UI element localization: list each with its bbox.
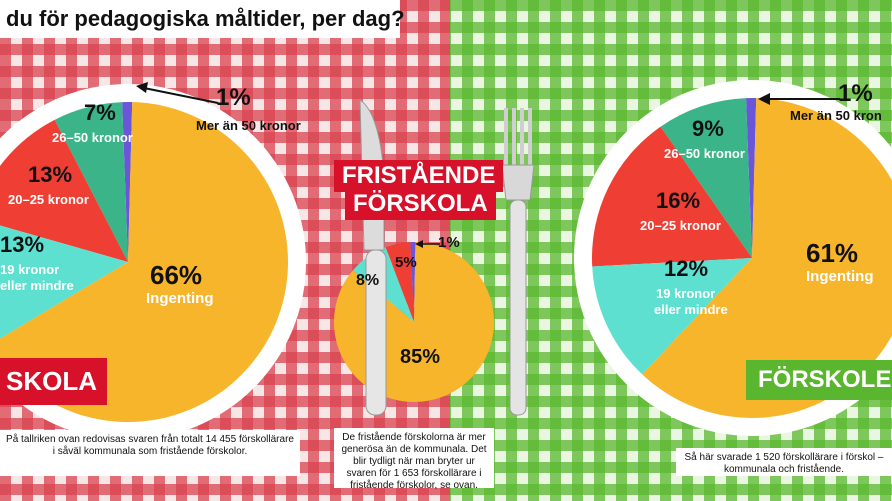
right-slice-s20-25 bbox=[592, 126, 752, 267]
left-slice-none bbox=[0, 102, 288, 422]
right-none-text: Ingenting bbox=[806, 268, 874, 285]
right-19-text-1: 19 kronor bbox=[656, 286, 716, 301]
left-slice-s19 bbox=[0, 225, 128, 339]
right-26-50-pct: 9% bbox=[692, 116, 724, 141]
right-over50-pct: 1% bbox=[838, 80, 873, 107]
middle-slice-over50 bbox=[410, 242, 416, 322]
arrow-head-middle bbox=[415, 240, 423, 248]
note-middle: De fristående förskolorna är mer generös… bbox=[334, 428, 494, 491]
left-slice-s26-50 bbox=[54, 102, 128, 263]
left-26-50-pct: 7% bbox=[84, 100, 116, 125]
right-26-50-text: 26–50 kronor bbox=[664, 146, 745, 161]
middle-8-pct: 8% bbox=[356, 272, 380, 289]
right-slice-s19 bbox=[592, 258, 752, 375]
pie-right bbox=[592, 97, 892, 418]
middle-5-pct: 5% bbox=[395, 254, 417, 271]
right-slice-over50 bbox=[746, 97, 757, 258]
title-bar: du för pedagogiska måltider, per dag? bbox=[0, 0, 405, 38]
left-tag: SKOLA bbox=[0, 358, 107, 405]
left-26-50-text: 26–50 kronor bbox=[52, 130, 133, 145]
pie-left bbox=[0, 102, 288, 422]
middle-slice-s20-25 bbox=[385, 242, 414, 322]
right-20-25-pct: 16% bbox=[656, 188, 701, 213]
middle-85-pct: 85% bbox=[400, 346, 441, 368]
right-19-text-2: eller mindre bbox=[654, 302, 728, 317]
left-19-text-1: 19 kronor bbox=[0, 262, 60, 277]
arrow-head-right bbox=[758, 93, 770, 105]
left-slice-s20-25 bbox=[0, 119, 128, 262]
left-none-pct: 66% bbox=[150, 260, 203, 290]
right-over50-text: Mer än 50 kron bbox=[790, 108, 882, 123]
left-over50-pct: 1% bbox=[216, 84, 251, 111]
middle-1-pct: 1% bbox=[438, 234, 460, 251]
left-slice-over50 bbox=[122, 102, 133, 263]
arrow-left bbox=[143, 87, 219, 104]
left-none-text: Ingenting bbox=[146, 290, 214, 307]
note-left: På tallriken ovan redovisas svaren från … bbox=[0, 430, 300, 476]
right-slice-s26-50 bbox=[660, 98, 752, 259]
fork-icon bbox=[501, 108, 535, 416]
left-over50-text: Mer än 50 kronor bbox=[196, 118, 301, 133]
left-19-text-2: eller mindre bbox=[0, 278, 74, 293]
middle-heading-1: FRISTÅENDE bbox=[334, 160, 504, 192]
right-19-pct: 12% bbox=[664, 256, 709, 281]
middle-heading-2: FÖRSKOLA bbox=[345, 188, 496, 220]
left-20-25-pct: 13% bbox=[28, 162, 73, 187]
page-title: du för pedagogiska måltider, per dag? bbox=[6, 6, 405, 31]
left-20-25-text: 20–25 kronor bbox=[8, 192, 89, 207]
left-19-pct: 13% bbox=[0, 232, 45, 257]
right-tag: FÖRSKOLE bbox=[746, 360, 892, 400]
arrow-head-left bbox=[136, 82, 148, 93]
right-20-25-text: 20–25 kronor bbox=[640, 218, 721, 233]
right-slice-none bbox=[642, 98, 892, 418]
right-none-pct: 61% bbox=[806, 238, 859, 268]
note-right: Så här svarade 1 520 förskollärare i för… bbox=[676, 448, 892, 476]
